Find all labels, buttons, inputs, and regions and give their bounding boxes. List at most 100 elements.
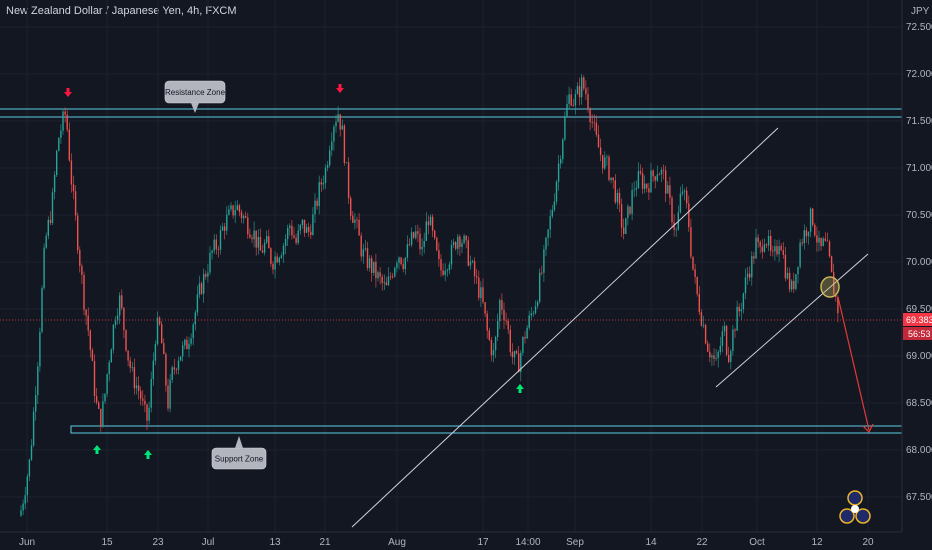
candle-body [511, 352, 514, 358]
candle-body [648, 188, 650, 193]
candle-body [574, 94, 577, 106]
candle-body [484, 302, 486, 314]
candle-body [81, 266, 83, 275]
candle-body [757, 237, 759, 242]
candle-body [125, 330, 127, 351]
candle-body [740, 309, 742, 312]
callout-tip [191, 103, 199, 113]
candle-body [108, 362, 110, 375]
candle-body [22, 503, 24, 511]
candle-body [572, 105, 574, 107]
candle-body [629, 206, 631, 214]
y-tick-label: 71.500 [906, 116, 932, 127]
candle-body [77, 215, 79, 251]
candle-body [394, 267, 396, 277]
candle-body [702, 324, 705, 326]
logo-core [851, 505, 859, 513]
candle-body [37, 366, 39, 396]
candle-body [413, 232, 415, 238]
candle-body [135, 385, 138, 389]
candle-body [494, 337, 497, 351]
candle-body [669, 185, 671, 198]
y-tick-label: 69.500 [906, 304, 932, 315]
candle-body [72, 184, 75, 192]
x-tick-label: 21 [319, 537, 331, 548]
candle-body [335, 121, 337, 127]
candle-body [310, 231, 312, 236]
candle-body [816, 235, 818, 243]
candle-body [656, 174, 658, 181]
candle-body [654, 176, 656, 181]
candle-body [732, 329, 734, 351]
candle-body [616, 192, 619, 203]
candle-body [635, 188, 637, 190]
down-arrow-icon [64, 88, 72, 97]
callout-label: Resistance Zone [165, 88, 226, 97]
candle-body [690, 227, 692, 257]
y-tick-label: 69.000 [906, 351, 932, 362]
candle-body [263, 242, 266, 253]
candle-body [32, 411, 35, 446]
candle-body [45, 235, 47, 248]
candle-body [786, 272, 789, 279]
candle-body [497, 321, 499, 338]
x-tick-label: Jul [202, 537, 215, 548]
candle-body [492, 350, 495, 356]
candle-body [215, 239, 217, 250]
candle-body [793, 280, 795, 289]
candle-body [610, 177, 612, 181]
candle-body [555, 181, 558, 202]
logo [839, 490, 871, 524]
candle-body [366, 248, 369, 268]
candle-body [301, 219, 304, 226]
candle-body [830, 256, 833, 273]
candle-body [457, 236, 459, 249]
candle-body [799, 242, 801, 267]
candle-body [266, 236, 268, 243]
up-arrow-icon [93, 445, 101, 454]
candle-body [618, 192, 621, 205]
candle-body [822, 238, 824, 246]
candle-body [784, 254, 787, 279]
candle-body [776, 246, 778, 255]
candle-body [641, 173, 644, 189]
candle-body [465, 235, 467, 241]
candle-body [509, 329, 511, 353]
candle-body [343, 125, 346, 163]
down-arrow-icon [336, 84, 344, 93]
short-trendline [715, 253, 869, 388]
candle-body [347, 162, 350, 199]
candle-body [74, 191, 77, 216]
candle-body [43, 247, 45, 288]
candle-body [560, 159, 562, 164]
candle-body [665, 170, 667, 194]
candle-body [318, 182, 320, 207]
candle-body [625, 218, 627, 234]
candle-body [295, 237, 297, 243]
candle-body [700, 312, 703, 326]
candle-body [161, 324, 163, 344]
candle-body [221, 226, 224, 231]
candle-body [541, 272, 543, 274]
candle-body [469, 261, 472, 266]
candle-body [543, 249, 545, 273]
x-tick-label: 17 [477, 537, 489, 548]
candle-body [807, 231, 810, 237]
candle-body [696, 277, 698, 295]
candle-body [480, 287, 482, 298]
logo-circle [855, 508, 871, 524]
candle-body [333, 126, 335, 142]
candle-body [488, 330, 490, 340]
candle-body [482, 287, 484, 303]
arrows [64, 84, 524, 459]
candle-body [742, 293, 745, 310]
candle-body [698, 294, 700, 313]
candle-body [320, 182, 322, 185]
candle-body [772, 250, 774, 252]
candle-body [442, 270, 444, 275]
candle-body [26, 476, 28, 496]
candle-body [144, 400, 146, 405]
candle-body [526, 327, 528, 339]
candle-body [371, 258, 373, 273]
